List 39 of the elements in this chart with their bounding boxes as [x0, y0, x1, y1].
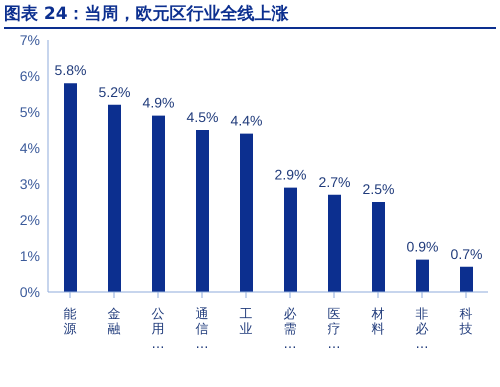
data-label: 0.9%: [406, 238, 438, 255]
bar: [196, 130, 209, 292]
x-tick-label: 必需…: [284, 307, 296, 352]
y-tick-label: 7%: [20, 32, 40, 48]
data-label: 5.8%: [54, 62, 86, 78]
x-tick-label: 公用…: [152, 307, 164, 352]
data-label: 4.9%: [142, 94, 174, 111]
data-label: 2.9%: [274, 166, 306, 183]
y-tick-label: 1%: [20, 248, 40, 264]
y-tick-label: 3%: [20, 176, 40, 192]
x-tick-label: 能源: [64, 307, 76, 337]
bar: [64, 83, 77, 292]
bar: [108, 104, 121, 292]
y-tick-label: 5%: [20, 104, 40, 120]
bar: [416, 260, 429, 292]
x-tick-label: 通信…: [196, 307, 208, 352]
x-tick-label: 非必…: [416, 307, 428, 352]
data-label: 2.5%: [362, 181, 394, 197]
y-tick-label: 6%: [20, 68, 40, 84]
bar: [328, 194, 341, 292]
y-tick-label: 2%: [20, 212, 40, 228]
data-label: 2.7%: [318, 174, 350, 190]
y-tick-label: 0%: [20, 284, 40, 300]
data-label: 4.4%: [230, 112, 262, 129]
x-tick-label: 医疗…: [328, 307, 340, 352]
bar: [284, 188, 297, 292]
x-tick-label: 金融: [108, 307, 120, 337]
chart-title: 图表 24：当周，欧元区行业全线上涨: [4, 2, 496, 29]
x-tick-label: 科技: [458, 307, 472, 337]
data-label: 4.5%: [186, 109, 218, 125]
x-tick-label: 材料: [370, 307, 384, 337]
bar: [240, 134, 253, 292]
y-tick-label: 4%: [20, 140, 40, 156]
bar: [460, 266, 473, 292]
x-tick-label: 工业: [240, 307, 252, 337]
bar: [152, 116, 165, 292]
data-label: 5.2%: [98, 84, 130, 100]
data-label: 0.7%: [450, 246, 482, 262]
bar: [372, 202, 385, 292]
